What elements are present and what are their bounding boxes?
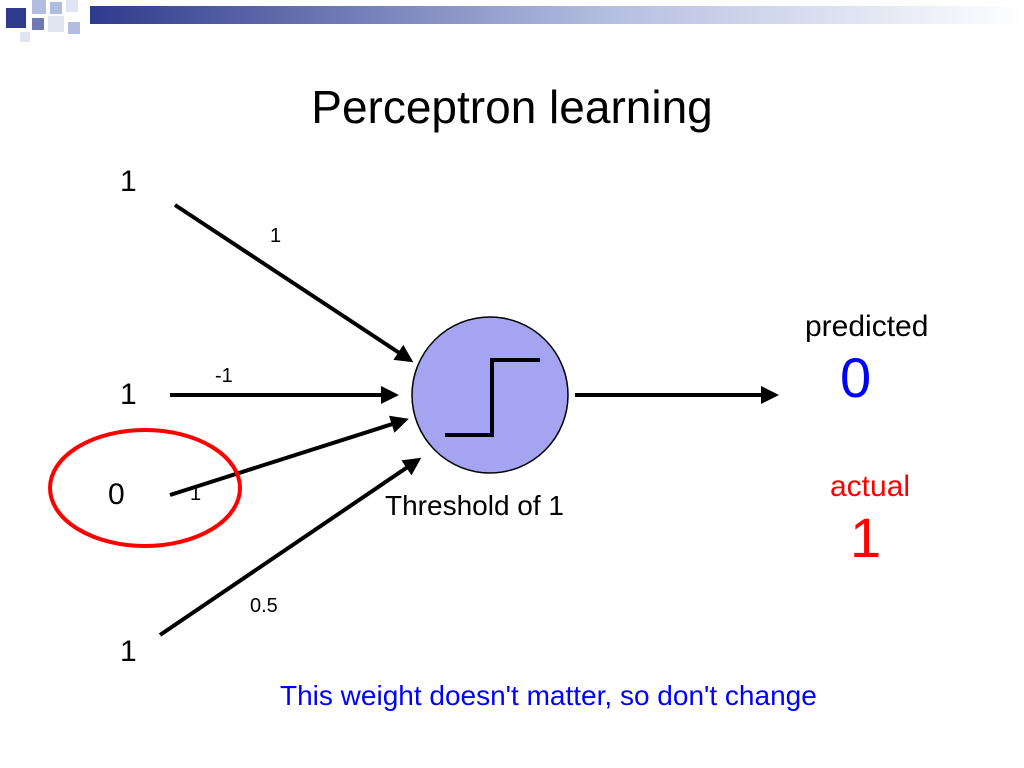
actual-label: actual (830, 470, 910, 504)
weight-2: -1 (215, 365, 233, 388)
actual-value: 1 (850, 505, 881, 570)
predicted-label: predicted (805, 310, 928, 344)
input-3-value: 0 (108, 478, 125, 512)
weight-3: 1 (190, 483, 201, 506)
threshold-label: Threshold of 1 (385, 490, 564, 522)
arrow-input-3 (170, 420, 405, 495)
input-4-value: 1 (120, 635, 137, 669)
predicted-value: 0 (840, 345, 871, 410)
arrow-input-1 (175, 205, 410, 360)
highlight-ellipse (50, 430, 240, 546)
input-1-value: 1 (120, 165, 137, 199)
weight-1: 1 (270, 225, 281, 248)
input-2-value: 1 (120, 378, 137, 412)
caption-text: This weight doesn't matter, so don't cha… (280, 680, 817, 712)
weight-4: 0.5 (250, 595, 278, 618)
